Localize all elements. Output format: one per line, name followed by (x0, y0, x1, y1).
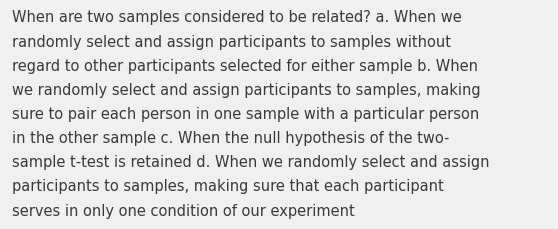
Text: sample t-test is retained d. When we randomly select and assign: sample t-test is retained d. When we ran… (12, 155, 490, 169)
Text: participants to samples, making sure that each participant: participants to samples, making sure tha… (12, 179, 444, 194)
Text: When are two samples considered to be related? a. When we: When are two samples considered to be re… (12, 10, 462, 25)
Text: regard to other participants selected for either sample b. When: regard to other participants selected fo… (12, 58, 478, 73)
Text: in the other sample c. When the null hypothesis of the two-: in the other sample c. When the null hyp… (12, 131, 450, 145)
Text: serves in only one condition of our experiment: serves in only one condition of our expe… (12, 203, 355, 218)
Text: randomly select and assign participants to samples without: randomly select and assign participants … (12, 34, 451, 49)
Text: we randomly select and assign participants to samples, making: we randomly select and assign participan… (12, 82, 481, 97)
Text: sure to pair each person in one sample with a particular person: sure to pair each person in one sample w… (12, 106, 479, 121)
